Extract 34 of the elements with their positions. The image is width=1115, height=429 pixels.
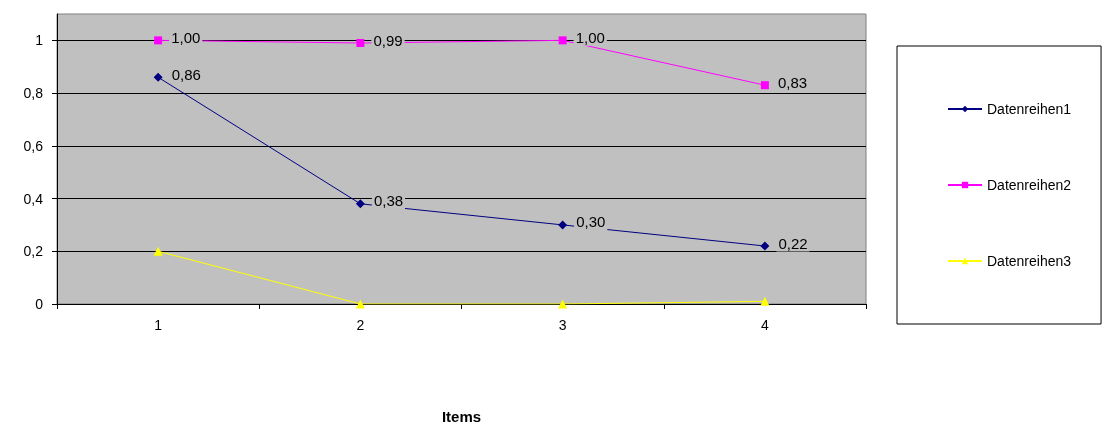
point	[760, 81, 769, 90]
x-axis-title: Items	[441, 408, 482, 425]
x-tick-label: 3	[558, 317, 567, 333]
x-tick-label: 1	[154, 317, 163, 333]
data-label: 0,83	[777, 73, 808, 91]
point	[356, 39, 365, 47]
y-tick-label: 1	[35, 32, 44, 49]
point	[355, 199, 365, 209]
point	[760, 241, 770, 251]
data-label: 0,38	[373, 192, 404, 210]
y-tick-label: 0,8	[23, 85, 44, 102]
data-label: 0,86	[171, 65, 201, 83]
x-tick-label: 4	[760, 317, 769, 333]
point	[153, 246, 163, 256]
data-label: 0,22	[778, 234, 808, 252]
y-tick-label: 0	[35, 296, 44, 312]
point	[760, 296, 770, 306]
data-label: 1,00	[171, 28, 201, 46]
legend-label: Datenreihen3	[987, 253, 1072, 269]
x-tick-label: 2	[356, 317, 365, 333]
data-label: 0,99	[373, 31, 403, 49]
y-tick-label: 0,6	[23, 137, 44, 154]
point	[154, 36, 163, 45]
legend-label: Datenreihen1	[987, 101, 1072, 117]
point	[153, 72, 163, 82]
data-label: 0,30	[576, 213, 606, 231]
data-label: 1,00	[575, 28, 605, 46]
point	[558, 220, 568, 230]
point	[558, 36, 567, 45]
point	[355, 299, 365, 309]
legend-label: Datenreihen2	[987, 177, 1072, 193]
point	[558, 299, 568, 309]
y-tick-label: 0,4	[23, 190, 44, 207]
y-tick-label: 0,2	[23, 243, 44, 260]
